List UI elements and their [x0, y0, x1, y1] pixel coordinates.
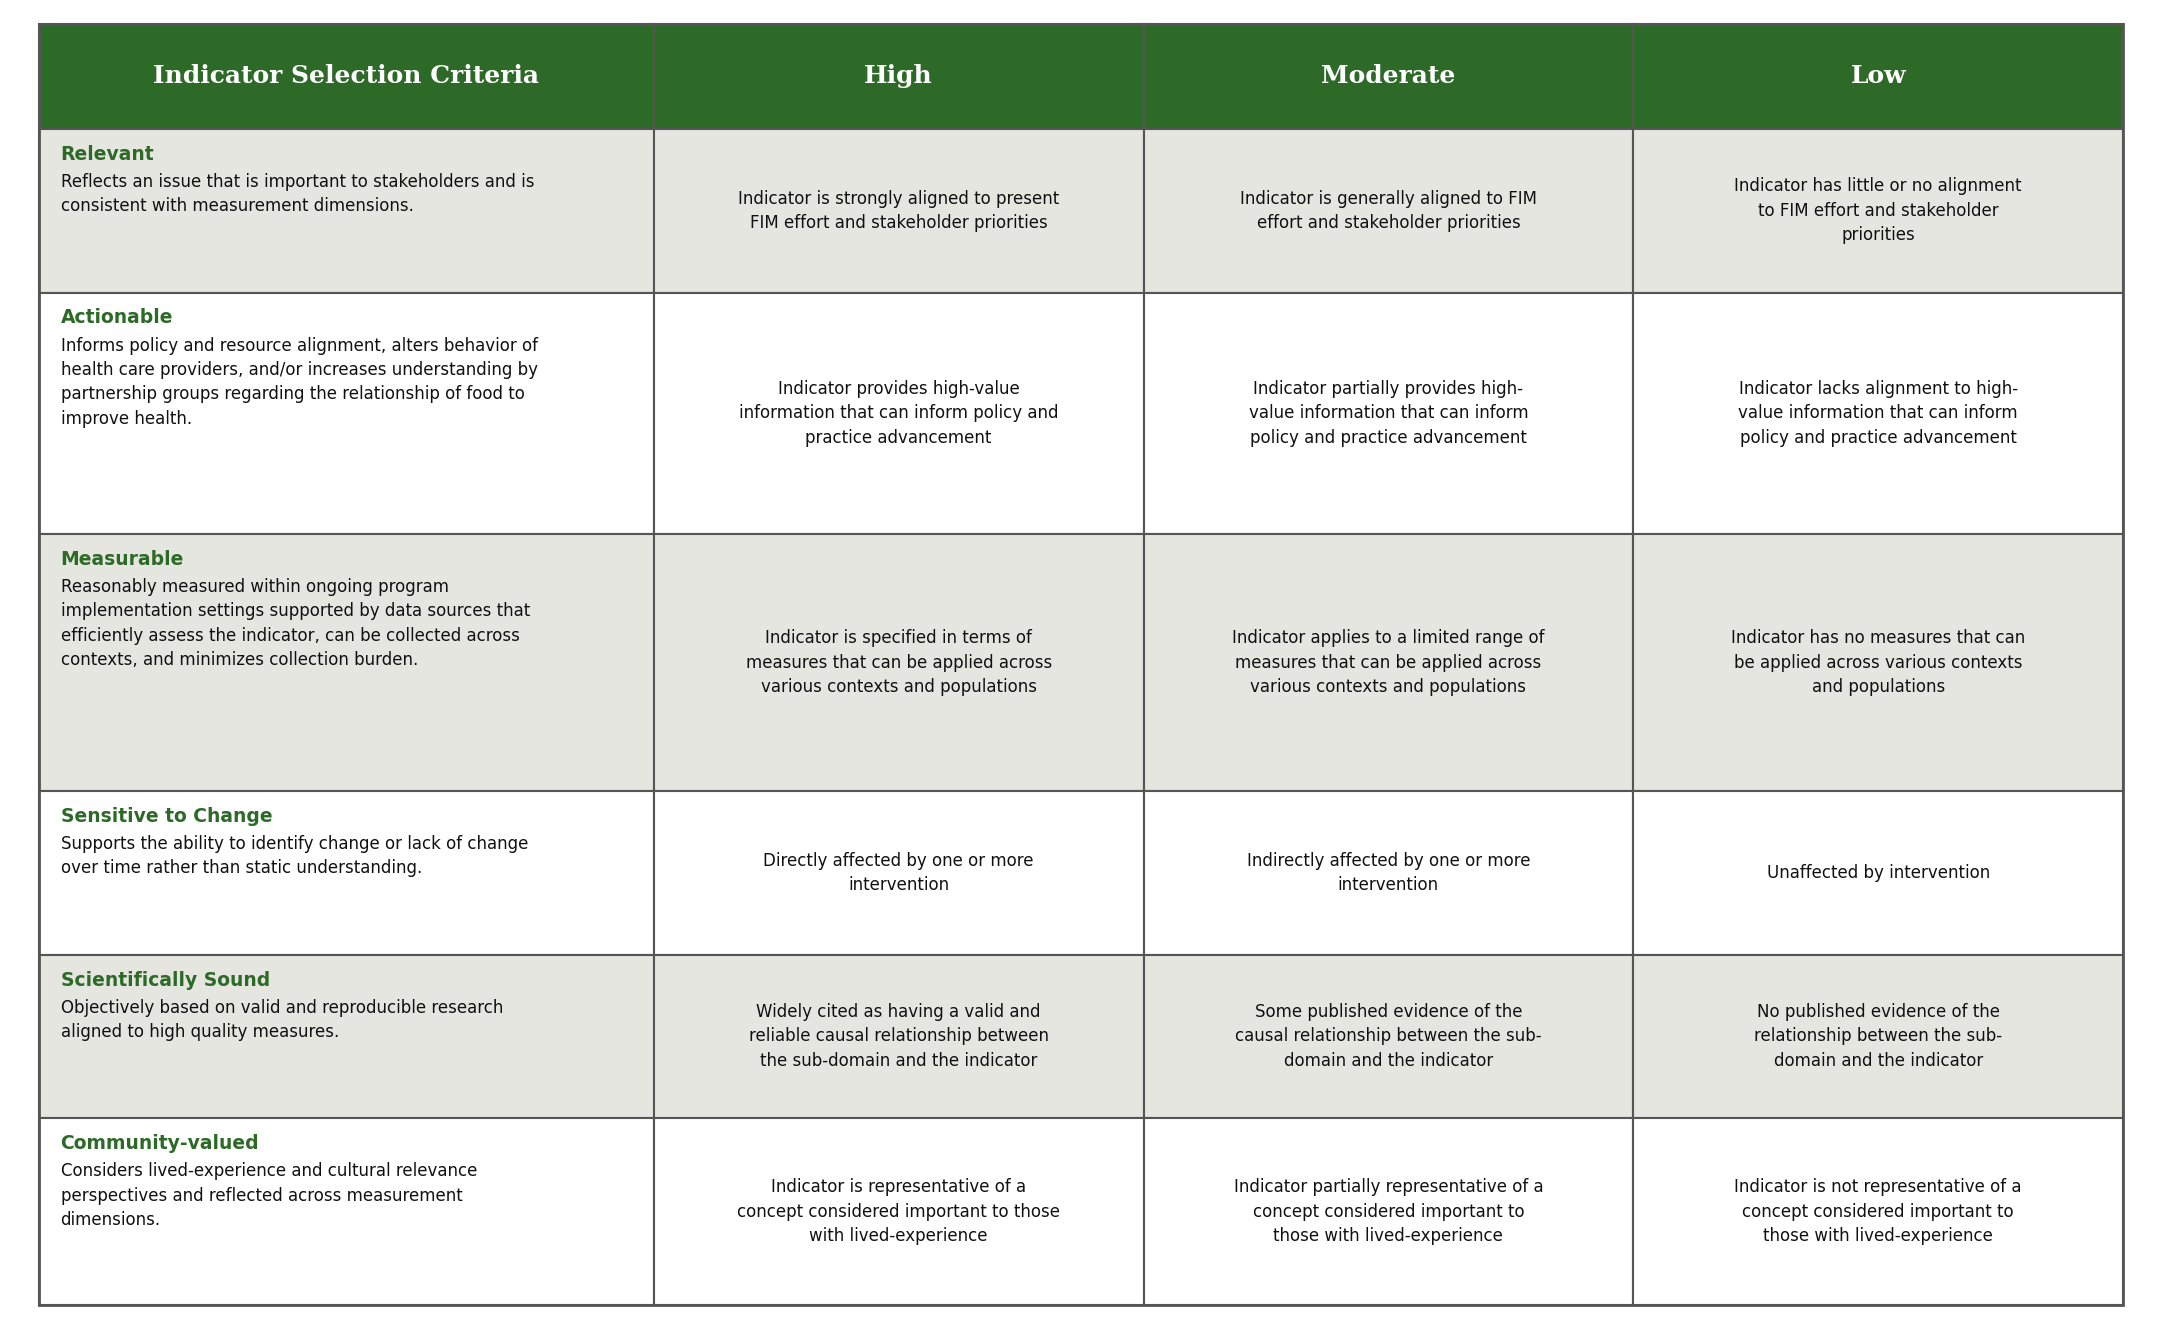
Bar: [1144, 791, 1632, 954]
Text: Measurable: Measurable: [61, 550, 184, 569]
Bar: [653, 791, 1144, 954]
Text: Unaffected by intervention: Unaffected by intervention: [1766, 864, 1989, 882]
Bar: [39, 534, 653, 791]
Bar: [1144, 1118, 1632, 1305]
Bar: [39, 24, 653, 129]
Text: Community-valued: Community-valued: [61, 1134, 259, 1154]
Bar: [1632, 129, 2123, 292]
Text: Indicator has no measures that can
be applied across various contexts
and popula: Indicator has no measures that can be ap…: [1732, 629, 2026, 696]
Bar: [1632, 534, 2123, 791]
Text: Indirectly affected by one or more
intervention: Indirectly affected by one or more inter…: [1247, 852, 1531, 894]
Text: Considers lived-experience and cultural relevance
perspectives and reflected acr: Considers lived-experience and cultural …: [61, 1163, 478, 1229]
Bar: [39, 292, 653, 534]
Text: Scientifically Sound: Scientifically Sound: [61, 970, 270, 990]
Text: Low: Low: [1851, 64, 1907, 89]
Bar: [653, 1118, 1144, 1305]
Text: Widely cited as having a valid and
reliable causal relationship between
the sub-: Widely cited as having a valid and relia…: [748, 1003, 1049, 1070]
Text: Relevant: Relevant: [61, 145, 154, 163]
Bar: [39, 791, 653, 954]
Bar: [1632, 292, 2123, 534]
Text: Indicator is representative of a
concept considered important to those
with live: Indicator is representative of a concept…: [737, 1179, 1059, 1245]
Bar: [1632, 954, 2123, 1118]
Text: Indicator Selection Criteria: Indicator Selection Criteria: [154, 64, 538, 89]
Text: Indicator applies to a limited range of
measures that can be applied across
vari: Indicator applies to a limited range of …: [1232, 629, 1544, 696]
Text: Sensitive to Change: Sensitive to Change: [61, 807, 272, 825]
Bar: [653, 534, 1144, 791]
Text: Actionable: Actionable: [61, 308, 173, 327]
Bar: [39, 1118, 653, 1305]
Bar: [653, 954, 1144, 1118]
Text: Informs policy and resource alignment, alters behavior of
health care providers,: Informs policy and resource alignment, a…: [61, 336, 538, 428]
Bar: [653, 129, 1144, 292]
Text: Indicator lacks alignment to high-
value information that can inform
policy and : Indicator lacks alignment to high- value…: [1738, 380, 2017, 447]
Bar: [1144, 24, 1632, 129]
Text: Indicator is specified in terms of
measures that can be applied across
various c: Indicator is specified in terms of measu…: [746, 629, 1051, 696]
Bar: [1144, 534, 1632, 791]
Text: Moderate: Moderate: [1321, 64, 1455, 89]
Text: Indicator provides high-value
information that can inform policy and
practice ad: Indicator provides high-value informatio…: [739, 380, 1059, 447]
Text: Indicator has little or no alignment
to FIM effort and stakeholder
priorities: Indicator has little or no alignment to …: [1734, 178, 2021, 245]
Bar: [1632, 1118, 2123, 1305]
Text: No published evidence of the
relationship between the sub-
domain and the indica: No published evidence of the relationshi…: [1753, 1003, 2002, 1070]
Text: Supports the ability to identify change or lack of change
over time rather than : Supports the ability to identify change …: [61, 835, 528, 877]
Bar: [1144, 954, 1632, 1118]
Text: Indicator partially representative of a
concept considered important to
those wi: Indicator partially representative of a …: [1235, 1179, 1544, 1245]
Text: Some published evidence of the
causal relationship between the sub-
domain and t: Some published evidence of the causal re…: [1235, 1003, 1542, 1070]
Bar: [1144, 292, 1632, 534]
Text: High: High: [865, 64, 934, 89]
Bar: [1144, 129, 1632, 292]
Bar: [39, 129, 653, 292]
Bar: [653, 292, 1144, 534]
Text: Directly affected by one or more
intervention: Directly affected by one or more interve…: [763, 852, 1033, 894]
Bar: [1632, 24, 2123, 129]
Bar: [39, 954, 653, 1118]
Text: Reflects an issue that is important to stakeholders and is
consistent with measu: Reflects an issue that is important to s…: [61, 173, 534, 215]
Text: Indicator is generally aligned to FIM
effort and stakeholder priorities: Indicator is generally aligned to FIM ef…: [1241, 190, 1537, 231]
Text: Objectively based on valid and reproducible research
aligned to high quality mea: Objectively based on valid and reproduci…: [61, 998, 504, 1041]
Bar: [1632, 791, 2123, 954]
Text: Indicator is not representative of a
concept considered important to
those with : Indicator is not representative of a con…: [1734, 1179, 2021, 1245]
Bar: [653, 24, 1144, 129]
Text: Reasonably measured within ongoing program
implementation settings supported by : Reasonably measured within ongoing progr…: [61, 578, 530, 668]
Text: Indicator partially provides high-
value information that can inform
policy and : Indicator partially provides high- value…: [1250, 380, 1529, 447]
Text: Indicator is strongly aligned to present
FIM effort and stakeholder priorities: Indicator is strongly aligned to present…: [737, 190, 1059, 231]
